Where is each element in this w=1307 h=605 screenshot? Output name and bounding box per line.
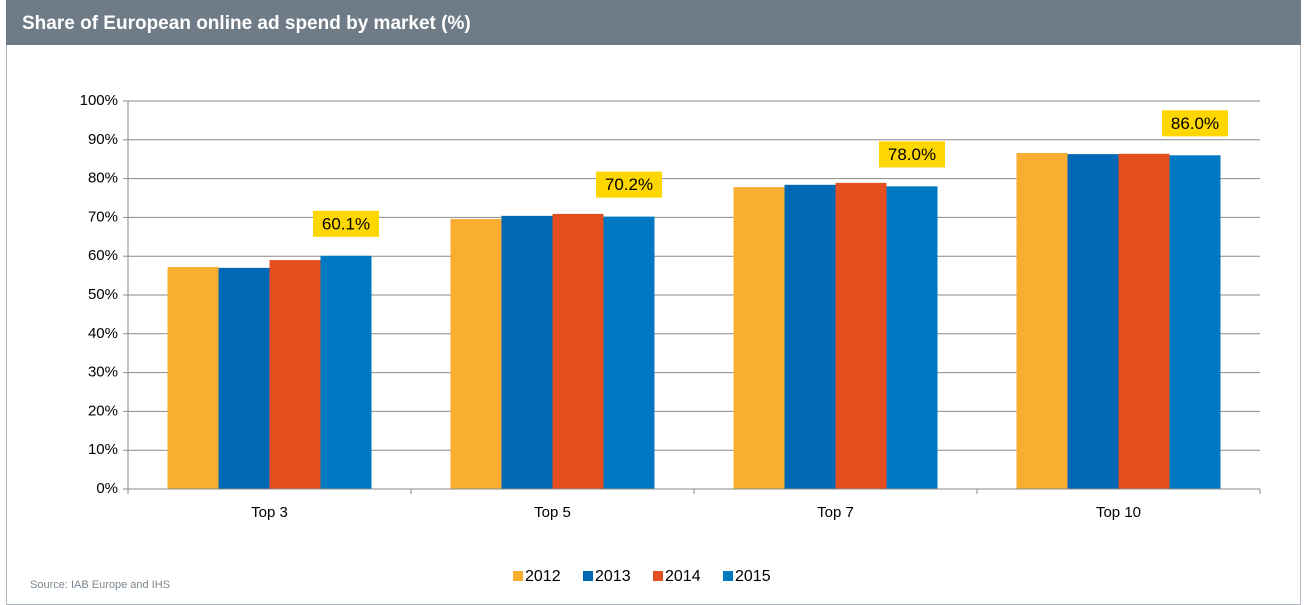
value-label-box [313, 210, 379, 237]
y-tick-label: 60% [88, 247, 118, 264]
y-tick-label: 40% [88, 325, 118, 342]
y-tick-label: 50% [88, 286, 118, 303]
bar [835, 182, 887, 490]
x-tick-label: Top 3 [251, 504, 288, 521]
bar [167, 267, 219, 489]
bar [269, 260, 321, 489]
header-bar [6, 0, 1301, 45]
legend-swatch [723, 571, 733, 581]
chart-title: Share of European online ad spend by mar… [22, 13, 471, 34]
y-tick-label: 90% [88, 131, 118, 148]
x-tick-label: Top 10 [1096, 504, 1141, 521]
legend-swatch [653, 571, 663, 581]
value-label: 86.0% [1171, 114, 1219, 133]
legend-label: 2013 [595, 568, 631, 585]
bar [1016, 152, 1068, 489]
legend-label: 2014 [665, 568, 701, 585]
legend-label: 2012 [525, 568, 561, 585]
bar [603, 216, 655, 489]
bar [1067, 154, 1119, 489]
bar [1169, 155, 1221, 489]
bar [218, 267, 270, 489]
bar [886, 186, 938, 490]
value-label-box [1162, 110, 1228, 137]
legend-label: 2015 [735, 568, 771, 585]
legend-swatch [513, 571, 523, 581]
y-tick-label: 0% [96, 480, 118, 497]
bar [501, 215, 553, 489]
y-tick-label: 70% [88, 208, 118, 225]
value-label-box [879, 141, 945, 168]
y-tick-label: 10% [88, 441, 118, 458]
x-tick-label: Top 5 [534, 504, 571, 521]
bar [450, 218, 502, 489]
bar [1118, 153, 1170, 489]
value-label: 60.1% [322, 214, 370, 233]
source-note: Source: IAB Europe and IHS [30, 579, 170, 591]
value-label-box [596, 171, 662, 198]
y-tick-label: 80% [88, 170, 118, 187]
y-tick-label: 20% [88, 402, 118, 419]
bar [784, 184, 836, 490]
value-label: 78.0% [888, 145, 936, 164]
bar [552, 213, 604, 489]
bar [733, 187, 785, 490]
x-tick-label: Top 7 [817, 504, 854, 521]
value-label: 70.2% [605, 175, 653, 194]
y-tick-label: 100% [80, 92, 118, 109]
y-tick-label: 30% [88, 364, 118, 381]
legend-swatch [583, 571, 593, 581]
bar [320, 255, 372, 489]
